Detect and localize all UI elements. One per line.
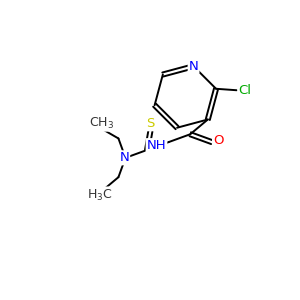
- Text: H$_3$C: H$_3$C: [87, 188, 112, 202]
- Text: S: S: [146, 117, 154, 130]
- Text: Cl: Cl: [238, 84, 251, 97]
- Text: CH$_3$: CH$_3$: [89, 116, 114, 131]
- Text: N: N: [189, 60, 198, 73]
- Text: NH: NH: [147, 139, 166, 152]
- Text: O: O: [213, 134, 224, 147]
- Text: N: N: [119, 151, 129, 164]
